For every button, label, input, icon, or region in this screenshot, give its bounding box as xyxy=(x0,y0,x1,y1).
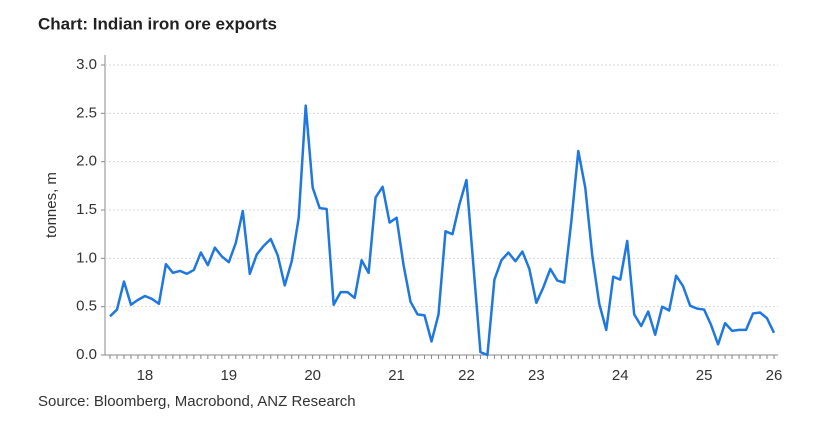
x-tick-label: 23 xyxy=(528,367,545,384)
y-tick-label: 1.0 xyxy=(76,249,97,266)
line-series xyxy=(109,104,776,357)
y-tick-label: 2.0 xyxy=(76,153,97,170)
source: Source: Bloomberg, Macrobond, ANZ Resear… xyxy=(38,393,356,410)
chart-title: Chart: Indian iron ore exports xyxy=(38,14,277,33)
x-tick-label: 26 xyxy=(766,367,783,384)
y-tick-label: 2.5 xyxy=(76,104,97,121)
x-tick-label: 19 xyxy=(220,367,237,384)
y-tick-label: 3.0 xyxy=(76,56,97,73)
y-tick-label: 1.5 xyxy=(76,201,97,218)
x-tick-label: 18 xyxy=(137,367,154,384)
x-tick-label: 24 xyxy=(612,367,629,384)
x-tick-label: 21 xyxy=(388,367,405,384)
y-tick-label: 0.5 xyxy=(76,298,97,315)
y-tick-label: 0.0 xyxy=(76,346,97,363)
y-axis-label: tonnes, m xyxy=(43,172,60,238)
x-tick-label: 20 xyxy=(304,367,321,384)
x-tick-label: 22 xyxy=(458,367,475,384)
x-tick-label: 25 xyxy=(696,367,713,384)
